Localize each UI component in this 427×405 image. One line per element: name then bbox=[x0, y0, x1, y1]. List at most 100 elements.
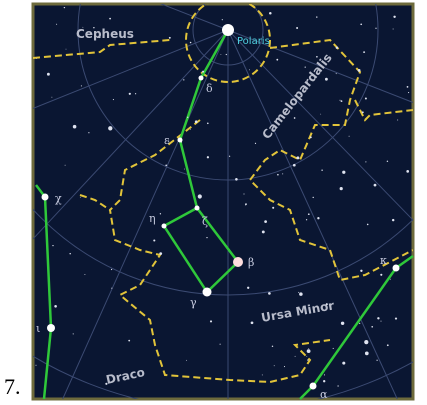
constellation-lines bbox=[35, 29, 414, 400]
background-star bbox=[159, 252, 163, 256]
background-star bbox=[165, 164, 168, 167]
background-star bbox=[316, 55, 318, 58]
background-star bbox=[276, 58, 279, 61]
background-star bbox=[167, 140, 170, 142]
background-star bbox=[299, 292, 303, 296]
background-star bbox=[332, 347, 334, 349]
background-star bbox=[46, 72, 50, 76]
background-star bbox=[250, 321, 254, 325]
background-star bbox=[197, 194, 202, 199]
background-star bbox=[320, 113, 322, 115]
background-star bbox=[321, 169, 323, 171]
star-label: Polaris bbox=[237, 36, 270, 47]
background-star bbox=[282, 173, 284, 175]
background-star bbox=[206, 156, 210, 159]
background-star bbox=[209, 320, 213, 323]
background-star bbox=[273, 365, 275, 367]
constellation-boundaries bbox=[33, 4, 413, 384]
background-star bbox=[377, 317, 380, 320]
background-star bbox=[386, 160, 389, 163]
background-star bbox=[296, 27, 299, 29]
background-star bbox=[361, 111, 364, 114]
background-star bbox=[36, 57, 37, 59]
map-background bbox=[31, 2, 415, 401]
background-star bbox=[360, 269, 363, 272]
star-label: ζ bbox=[202, 215, 208, 228]
background-star bbox=[72, 333, 74, 335]
background-star bbox=[183, 168, 185, 170]
background-star bbox=[376, 359, 378, 361]
background-star bbox=[108, 126, 113, 131]
background-star bbox=[323, 380, 326, 383]
background-star bbox=[190, 128, 192, 130]
background-star bbox=[389, 278, 391, 280]
background-star bbox=[357, 69, 361, 72]
background-star bbox=[366, 223, 369, 226]
background-star bbox=[271, 345, 274, 348]
background-star bbox=[111, 287, 113, 289]
background-star bbox=[51, 96, 53, 98]
background-star bbox=[312, 196, 314, 199]
background-star bbox=[64, 164, 66, 166]
background-star bbox=[305, 219, 308, 221]
background-star bbox=[325, 303, 328, 306]
background-star bbox=[63, 6, 66, 9]
named-stars bbox=[41, 24, 400, 390]
background-star bbox=[220, 53, 222, 55]
background-star bbox=[308, 348, 310, 349]
background-star bbox=[235, 178, 238, 181]
background-star bbox=[337, 385, 339, 387]
background-star bbox=[364, 351, 369, 356]
background-star bbox=[277, 173, 279, 176]
background-star bbox=[99, 36, 101, 39]
background-star bbox=[128, 339, 131, 342]
background-star bbox=[394, 317, 398, 320]
background-star bbox=[307, 213, 310, 216]
background-star bbox=[187, 116, 189, 118]
background-star bbox=[168, 36, 171, 39]
background-star bbox=[363, 51, 366, 54]
background-star bbox=[406, 86, 409, 88]
background-star bbox=[189, 41, 192, 44]
background-star bbox=[264, 220, 267, 223]
background-star bbox=[339, 99, 341, 101]
background-star bbox=[159, 213, 162, 215]
background-star bbox=[298, 291, 300, 293]
background-star bbox=[309, 136, 312, 139]
background-star bbox=[186, 359, 187, 361]
background-star bbox=[392, 28, 394, 30]
background-star bbox=[207, 122, 209, 125]
background-star bbox=[325, 77, 328, 81]
background-star bbox=[109, 17, 111, 20]
background-star bbox=[342, 170, 346, 174]
background-star bbox=[340, 321, 345, 326]
background-star bbox=[35, 364, 37, 366]
constellation-label: Cepheus bbox=[76, 27, 134, 41]
background-star bbox=[304, 66, 306, 68]
background-star bbox=[293, 117, 296, 119]
background-star bbox=[202, 70, 205, 73]
background-star bbox=[72, 124, 77, 129]
background-star bbox=[391, 218, 395, 222]
background-star bbox=[254, 142, 257, 145]
background-star bbox=[219, 343, 221, 345]
star-label: η bbox=[149, 212, 156, 225]
background-star bbox=[408, 92, 410, 94]
background-star bbox=[247, 286, 250, 289]
background-star bbox=[360, 23, 363, 26]
background-star bbox=[221, 19, 223, 21]
background-star bbox=[380, 320, 382, 322]
background-star bbox=[112, 99, 114, 101]
background-star bbox=[364, 97, 367, 100]
background-star bbox=[339, 187, 343, 191]
background-star bbox=[183, 79, 185, 81]
background-star bbox=[296, 156, 300, 160]
background-star bbox=[317, 217, 320, 220]
star-label: γ bbox=[190, 296, 197, 309]
star-label: δ bbox=[206, 82, 213, 95]
background-star bbox=[69, 252, 71, 255]
star-label: χ bbox=[55, 192, 62, 205]
background-star bbox=[294, 355, 296, 357]
background-star bbox=[105, 382, 108, 385]
